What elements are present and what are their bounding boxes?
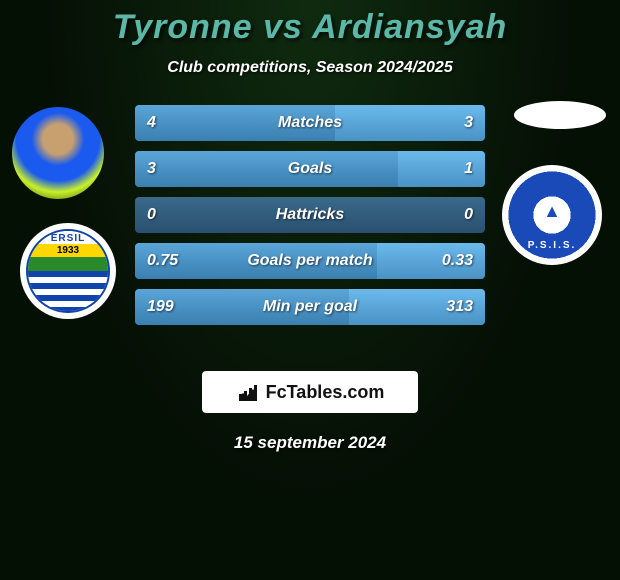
club-right-emblem-icon: ▲ (543, 201, 561, 222)
club-badge-left: ERSIL 1933 (20, 223, 116, 319)
stat-label: Goals (135, 160, 485, 178)
comparison-title: Tyronne vs Ardiansyah (0, 8, 620, 47)
stat-value-right: 1 (464, 160, 473, 178)
subtitle: Club competitions, Season 2024/2025 (0, 59, 620, 77)
stat-row: 4Matches3 (135, 105, 485, 141)
stat-label: Min per goal (135, 298, 485, 316)
brand-text: FcTables.com (266, 382, 385, 403)
club-left-year: 1933 (28, 244, 108, 257)
stat-label: Matches (135, 114, 485, 132)
stat-row: 3Goals1 (135, 151, 485, 187)
player-photo-left-image (12, 107, 104, 199)
player-photo-right (514, 101, 606, 129)
stat-value-right: 313 (446, 298, 473, 316)
brand-logo: FcTables.com (202, 371, 418, 413)
title-vs: vs (263, 8, 303, 46)
stat-row: 0Hattricks0 (135, 197, 485, 233)
date-text: 15 september 2024 (0, 433, 620, 453)
stat-value-right: 3 (464, 114, 473, 132)
stat-value-right: 0 (464, 206, 473, 224)
title-player-right: Ardiansyah (312, 8, 507, 46)
stat-rows: 4Matches33Goals10Hattricks00.75Goals per… (135, 105, 485, 335)
chart-icon (236, 380, 260, 404)
stat-value-right: 0.33 (442, 252, 473, 270)
stats-area: ERSIL 1933 ▲ P.S.I.S. 4Matches33Goals10H… (0, 107, 620, 347)
stat-row: 199Min per goal313 (135, 289, 485, 325)
player-photo-left (12, 107, 104, 199)
club-badge-right: ▲ P.S.I.S. (502, 165, 602, 265)
stat-label: Hattricks (135, 206, 485, 224)
stat-row: 0.75Goals per match0.33 (135, 243, 485, 279)
club-right-name: P.S.I.S. (508, 240, 596, 251)
club-left-name: ERSIL (28, 231, 108, 244)
stat-label: Goals per match (135, 252, 485, 270)
title-player-left: Tyronne (113, 8, 253, 46)
